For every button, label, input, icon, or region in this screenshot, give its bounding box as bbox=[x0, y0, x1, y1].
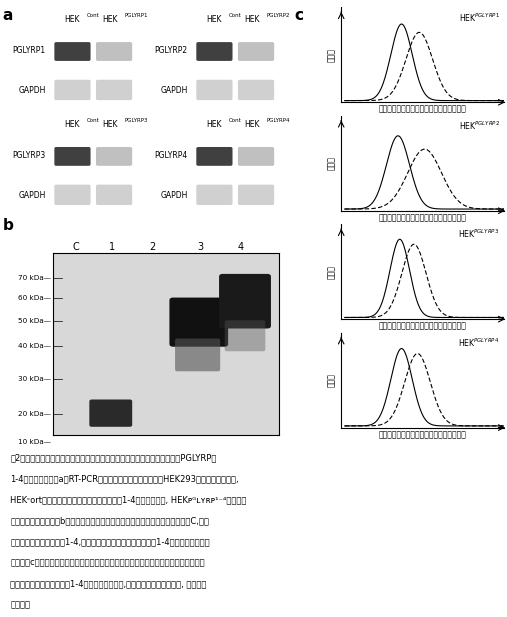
Text: HEK: HEK bbox=[64, 120, 79, 130]
Text: 70 kDa—: 70 kDa— bbox=[18, 275, 51, 281]
Text: HEK$^{PGLYRP2}$: HEK$^{PGLYRP2}$ bbox=[458, 120, 499, 132]
Text: GAPDH: GAPDH bbox=[18, 191, 46, 200]
FancyBboxPatch shape bbox=[225, 320, 265, 351]
Text: ドグリカン認識タンパク質1-4の発現解析。実線,コントロール細胞；点線, 各強制発: ドグリカン認識タンパク質1-4の発現解析。実線,コントロール細胞；点線, 各強制… bbox=[10, 579, 206, 588]
Text: Cont: Cont bbox=[229, 14, 242, 19]
Text: トロール細胞培養上清；1-4,ペプチドグリカン認識タンパク質1-4強制発現細胞培養: トロール細胞培養上清；1-4,ペプチドグリカン認識タンパク質1-4強制発現細胞培… bbox=[10, 537, 210, 546]
Text: C: C bbox=[73, 242, 79, 252]
Text: 細胞数: 細胞数 bbox=[327, 373, 336, 387]
FancyBboxPatch shape bbox=[219, 274, 271, 328]
Text: 20 kDa—: 20 kDa— bbox=[18, 411, 51, 417]
Text: HEK: HEK bbox=[245, 120, 260, 130]
Text: 1-4の細胞局在。（a）RT-PCR法による各強制発現細胞　（HEK293コントロール細胞,: 1-4の細胞局在。（a）RT-PCR法による各強制発現細胞 （HEK293コント… bbox=[10, 474, 239, 484]
FancyBboxPatch shape bbox=[54, 147, 91, 166]
FancyBboxPatch shape bbox=[96, 184, 132, 205]
FancyBboxPatch shape bbox=[96, 147, 132, 166]
Text: 図2．　各遣伝子強制発現細胞におけるペプチドグリカン認識タンパク質（PGLYRP）: 図2． 各遣伝子強制発現細胞におけるペプチドグリカン認識タンパク質（PGLYRP… bbox=[10, 453, 216, 463]
Text: GAPDH: GAPDH bbox=[18, 86, 46, 95]
Text: GAPDH: GAPDH bbox=[160, 86, 188, 95]
Text: PGLYRP1: PGLYRP1 bbox=[125, 14, 149, 19]
Text: ペプチドグリカン認識タンパク質４発現量: ペプチドグリカン認識タンパク質４発現量 bbox=[378, 430, 466, 439]
FancyBboxPatch shape bbox=[96, 42, 132, 61]
Text: 50 kDa—: 50 kDa— bbox=[18, 318, 51, 324]
Text: 上清。（c）フローサイトメトリー法による各強制発現細胞の細胞表面におけるペプチ: 上清。（c）フローサイトメトリー法による各強制発現細胞の細胞表面におけるペプチ bbox=[10, 558, 205, 567]
Text: ペプチドグリカン認識タンパク質２発現量: ペプチドグリカン認識タンパク質２発現量 bbox=[378, 213, 466, 222]
FancyBboxPatch shape bbox=[175, 339, 220, 371]
Text: b: b bbox=[3, 218, 13, 233]
Text: 3: 3 bbox=[197, 242, 203, 252]
Text: HEK$^{PGLYRP1}$: HEK$^{PGLYRP1}$ bbox=[458, 11, 499, 23]
Text: 現細胞。: 現細胞。 bbox=[10, 600, 30, 609]
Text: PGLYRP4: PGLYRP4 bbox=[155, 151, 188, 160]
Text: 2: 2 bbox=[150, 242, 156, 252]
Text: c: c bbox=[294, 8, 303, 23]
Text: 4: 4 bbox=[237, 242, 243, 252]
FancyBboxPatch shape bbox=[196, 42, 233, 61]
FancyBboxPatch shape bbox=[196, 184, 233, 205]
FancyBboxPatch shape bbox=[54, 80, 91, 100]
Text: Cont: Cont bbox=[87, 118, 100, 123]
FancyBboxPatch shape bbox=[169, 297, 228, 347]
Text: GAPDH: GAPDH bbox=[160, 191, 188, 200]
Text: HEK: HEK bbox=[206, 120, 221, 130]
Text: a: a bbox=[3, 8, 13, 23]
Text: HEK$^{PGLYRP4}$: HEK$^{PGLYRP4}$ bbox=[458, 336, 499, 349]
Text: 60 kDa—: 60 kDa— bbox=[18, 294, 51, 300]
Text: HEK: HEK bbox=[245, 15, 260, 25]
Text: HEK: HEK bbox=[64, 15, 79, 25]
FancyBboxPatch shape bbox=[196, 80, 233, 100]
FancyBboxPatch shape bbox=[238, 184, 274, 205]
Text: Cont: Cont bbox=[87, 14, 100, 19]
FancyBboxPatch shape bbox=[238, 147, 274, 166]
Text: 細胞数: 細胞数 bbox=[327, 156, 336, 170]
Text: る遣伝子発現解析。（b）各強制発現細胞培養上清のウエスタンブロット解析。C,コン: る遣伝子発現解析。（b）各強制発現細胞培養上清のウエスタンブロット解析。C,コン bbox=[10, 516, 209, 525]
FancyBboxPatch shape bbox=[238, 42, 274, 61]
Text: PGLYRP4: PGLYRP4 bbox=[267, 118, 291, 123]
FancyBboxPatch shape bbox=[196, 147, 233, 166]
Text: HEK: HEK bbox=[103, 120, 118, 130]
FancyBboxPatch shape bbox=[54, 42, 91, 61]
Text: 細胞数: 細胞数 bbox=[327, 48, 336, 62]
FancyBboxPatch shape bbox=[54, 184, 91, 205]
Text: HEK: HEK bbox=[206, 15, 221, 25]
Text: HEK: HEK bbox=[103, 15, 118, 25]
Text: ペプチドグリカン認識タンパク質１発現量: ペプチドグリカン認識タンパク質１発現量 bbox=[378, 104, 466, 114]
Text: 細胞数: 細胞数 bbox=[327, 265, 336, 279]
Text: HEK$^{PGLYRP3}$: HEK$^{PGLYRP3}$ bbox=[458, 228, 499, 241]
FancyBboxPatch shape bbox=[89, 399, 132, 427]
Text: ペプチドグリカン認識タンパク質３発現量: ペプチドグリカン認識タンパク質３発現量 bbox=[378, 321, 466, 331]
FancyBboxPatch shape bbox=[96, 80, 132, 100]
Text: PGLYRP1: PGLYRP1 bbox=[13, 46, 46, 56]
Text: PGLYRP3: PGLYRP3 bbox=[125, 118, 149, 123]
Text: 30 kDa—: 30 kDa— bbox=[18, 376, 51, 383]
Text: PGLYRP3: PGLYRP3 bbox=[13, 151, 46, 160]
Text: 10 kDa—: 10 kDa— bbox=[18, 439, 51, 445]
Text: PGLYRP2: PGLYRP2 bbox=[155, 46, 188, 56]
Text: 1: 1 bbox=[109, 242, 115, 252]
Text: 40 kDa—: 40 kDa— bbox=[18, 343, 51, 349]
Text: HEKᶜort；ペプチドグリカン認識タンパク質1-4強制発現細胞, HEKᴘᴳʟʏʀᴘ¹⁻⁴）におけ: HEKᶜort；ペプチドグリカン認識タンパク質1-4強制発現細胞, HEKᴘᴳʟ… bbox=[10, 495, 246, 504]
Text: PGLYRP2: PGLYRP2 bbox=[267, 14, 291, 19]
FancyBboxPatch shape bbox=[238, 80, 274, 100]
Text: Cont: Cont bbox=[229, 118, 242, 123]
